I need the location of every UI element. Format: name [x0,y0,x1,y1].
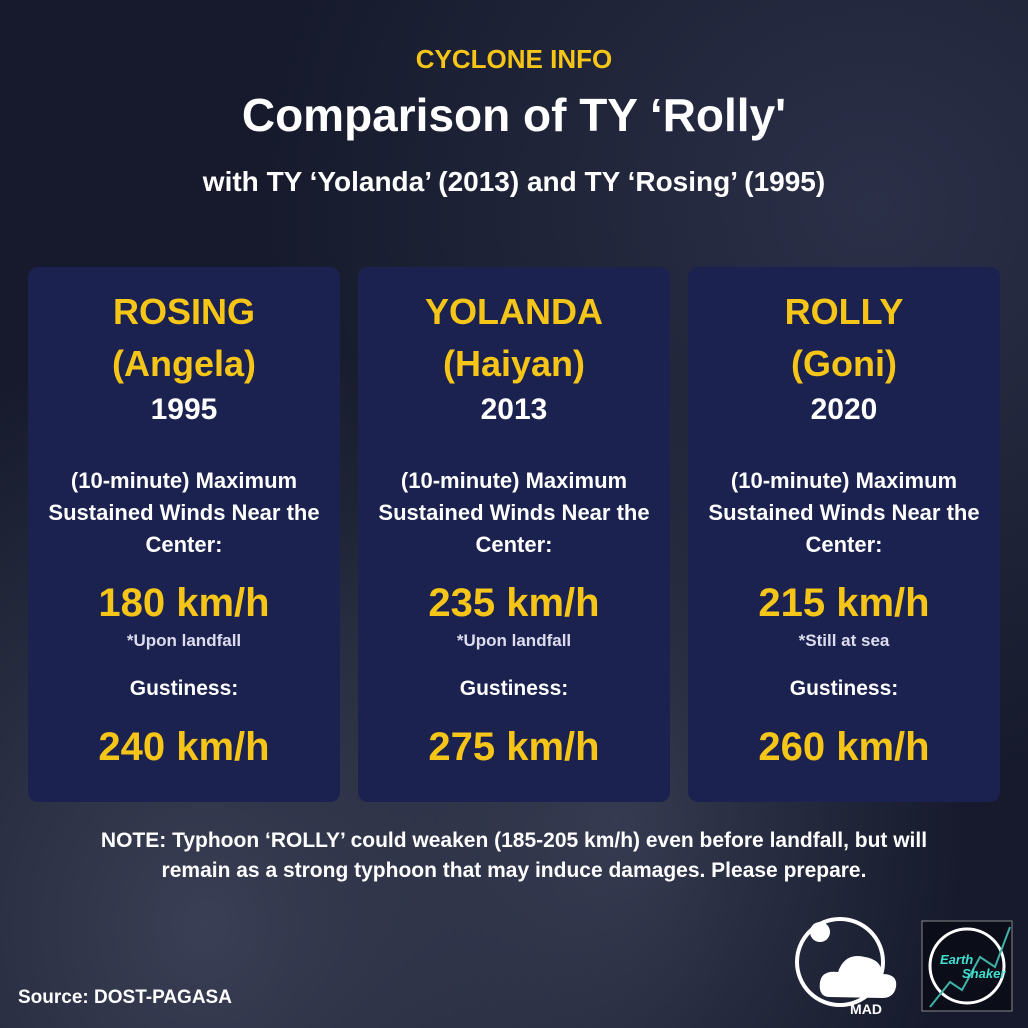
wind: 235 km/h [428,581,600,625]
logo-cloud [819,956,897,998]
wind-note: *Upon landfall [126,631,242,650]
gust: 260 km/h [758,725,930,769]
gust-label: Gustiness: [129,677,239,700]
wind: 215 km/h [758,581,930,625]
title: Comparison of TY ‘Rolly' [241,89,787,141]
year: 2013 [480,393,548,426]
logo-ring [795,917,885,1007]
wind-label: (10-minute) Maximum Sustained Winds Near… [48,468,320,557]
logo-dot [810,922,830,942]
alt-name: (Haiyan) [442,343,586,384]
gust: 275 km/h [428,725,600,769]
logos: MAD Earth Shaker [795,917,1013,1017]
logo-shaker: Shaker [962,966,1006,981]
note: NOTE: Typhoon ‘ROLLY’ could weaken (185-… [100,829,928,882]
kicker: CYCLONE INFO [415,44,613,74]
subtitle: with TY ‘Yolanda’ (2013) and TY ‘Rosing’… [202,166,826,197]
name: ROSING [112,291,255,332]
gust-label: Gustiness: [459,677,569,700]
logo-earth: Earth [940,952,973,967]
source: Source: DOST-PAGASA [18,987,232,1008]
wind: 180 km/h [98,581,270,625]
card: YOLANDA (Haiyan) 2013 (10-minute) Maximum S… [358,267,670,802]
year: 2020 [810,393,878,426]
logo-circle [928,927,1006,1005]
card: ROSING (Angela) 1995 (10-minute) Maximum Su… [28,267,340,802]
name: YOLANDA [425,291,603,332]
alt-name: (Angela) [112,343,256,384]
alt-name: (Goni) [791,343,897,384]
logo-box [921,920,1013,1012]
wind-label: (10-minute) Maximum Sustained Winds Near… [378,468,650,557]
gust: 240 km/h [98,725,270,769]
card: ROLLY (Goni) 2020 (10-minute) Maximum Susta… [688,267,1000,802]
wind-note: *Upon landfall [456,631,572,650]
logo-line [929,926,1011,1008]
wind-label: (10-minute) Maximum Sustained Winds Near… [708,468,980,557]
logo-mad: MAD [850,1001,882,1017]
year: 1995 [150,393,218,426]
name: ROLLY [784,291,904,332]
wind-note: *Still at sea [798,631,890,650]
gust-label: Gustiness: [789,677,899,700]
